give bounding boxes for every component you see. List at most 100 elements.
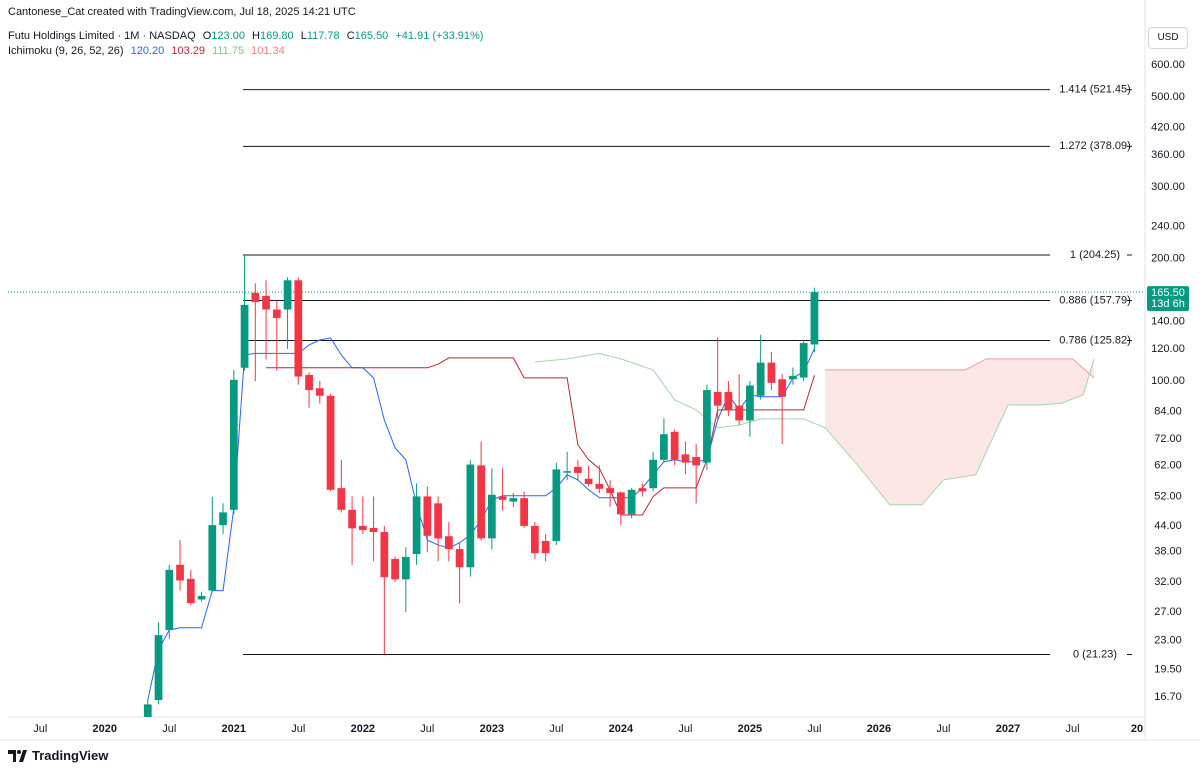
y-tick-label: 27.00: [1154, 606, 1182, 618]
candle-body: [444, 536, 453, 550]
candle-body: [176, 564, 184, 581]
candle-body: [412, 496, 421, 555]
candle-body: [541, 540, 550, 554]
candle-body: [606, 488, 615, 494]
y-tick-label: 19.50: [1154, 663, 1182, 675]
y-tick-label: 240.00: [1151, 220, 1185, 232]
span-b-line: [825, 358, 1095, 379]
candle-body: [627, 489, 636, 515]
candle-body: [778, 379, 787, 397]
candle-body: [197, 595, 206, 600]
x-tick-label: Jul: [936, 723, 950, 735]
candle-body: [477, 465, 485, 539]
x-tick-label: Jul: [549, 723, 563, 735]
y-tick-label: 44.00: [1154, 520, 1182, 532]
fib-level-label: 1.414 (521.45): [1059, 84, 1131, 96]
x-tick-label: 2027: [996, 723, 1020, 735]
y-tick-label: 120.00: [1151, 343, 1185, 355]
ohlc-key: O: [202, 30, 212, 42]
candle-body: [240, 304, 249, 368]
candle-body: [391, 558, 399, 580]
candle-body: [520, 498, 528, 526]
x-tick-label: 2025: [738, 723, 762, 735]
candle-body: [789, 375, 797, 380]
candle-body: [401, 556, 410, 580]
candle-body: [229, 379, 238, 510]
candle-body: [670, 431, 679, 460]
candle-body: [681, 454, 690, 463]
x-tick-label: Jul: [291, 723, 305, 735]
candle-body: [767, 362, 776, 383]
candle-body: [595, 483, 604, 489]
candle-body: [735, 405, 744, 421]
y-tick-label: 52.00: [1154, 490, 1182, 502]
x-tick-label: 2021: [222, 723, 246, 735]
y-tick-label: 300.00: [1151, 181, 1185, 193]
plot-area: [8, 89, 1145, 717]
candle-body: [358, 525, 367, 530]
candle-body: [498, 496, 507, 500]
ohlc-key: L: [300, 30, 307, 42]
y-tick-label: 62.00: [1154, 459, 1182, 471]
candle-body: [617, 492, 625, 515]
candle-body: [638, 488, 647, 492]
candle-body: [574, 466, 582, 473]
candle-body: [584, 478, 593, 484]
y-tick-label: 500.00: [1151, 91, 1185, 103]
candle-body: [703, 390, 711, 463]
y-tick-label: 72.00: [1154, 433, 1182, 445]
price-label-box: [1147, 286, 1189, 312]
y-tick-label: 600.00: [1151, 59, 1185, 71]
x-tick-label: 2020: [93, 723, 117, 735]
candle-body: [724, 391, 733, 410]
cloud-fill: [825, 358, 1094, 505]
candle-body: [434, 503, 442, 539]
candle-body: [380, 532, 389, 578]
x-tick-label: Jul: [420, 723, 434, 735]
candle-body: [810, 292, 819, 345]
ohlc-value: 123.00: [211, 30, 245, 42]
candle-body: [305, 374, 313, 391]
y-tick-label: 360.00: [1151, 149, 1185, 161]
y-tick-label: 140.00: [1151, 316, 1185, 328]
candle-body: [423, 496, 432, 536]
y-tick-label: 32.00: [1154, 576, 1182, 588]
candle-body: [552, 469, 561, 541]
candle-body: [337, 488, 346, 510]
candle-body: [799, 343, 808, 378]
indicator-line: [266, 357, 815, 516]
candle-body: [154, 635, 163, 701]
candle-body: [219, 512, 227, 526]
indicator-value: 111.75: [212, 45, 245, 57]
x-tick-label: Jul: [1065, 723, 1079, 735]
attribution: Cantonese_Cat created with TradingView.c…: [8, 6, 356, 18]
candle-body: [530, 525, 539, 554]
x-tick-label: Jul: [807, 723, 821, 735]
candle-body: [294, 280, 303, 377]
candle-body: [649, 459, 658, 489]
candle-body: [315, 388, 324, 396]
y-tick-label: 16.70: [1154, 691, 1182, 703]
x-tick-label: 2024: [609, 723, 634, 735]
currency-button[interactable]: USD: [1148, 27, 1188, 49]
candle-body: [563, 471, 571, 473]
candle-body: [487, 494, 496, 539]
footer-text: TradingView: [32, 748, 109, 763]
x-tick-label: Jul: [162, 723, 176, 735]
candle-body: [143, 704, 152, 717]
candle-body: [756, 362, 765, 396]
x-tick-label: 2022: [351, 723, 375, 735]
candle-body: [165, 569, 174, 630]
ohlc-key: H: [252, 30, 260, 42]
y-tick-label: 200.00: [1151, 253, 1185, 265]
fib-level-label: 0.786 (125.82): [1059, 334, 1131, 346]
y-tick-label: 84.00: [1154, 406, 1182, 418]
x-tick-label: 2023: [480, 723, 504, 735]
ohlc-key: C: [346, 30, 355, 42]
span-a-line: [534, 352, 1095, 506]
candle-body: [283, 280, 292, 310]
candle-body: [262, 295, 270, 310]
ohlc-value: 165.50: [354, 30, 389, 42]
ohlc-value: 117.78: [306, 30, 340, 42]
